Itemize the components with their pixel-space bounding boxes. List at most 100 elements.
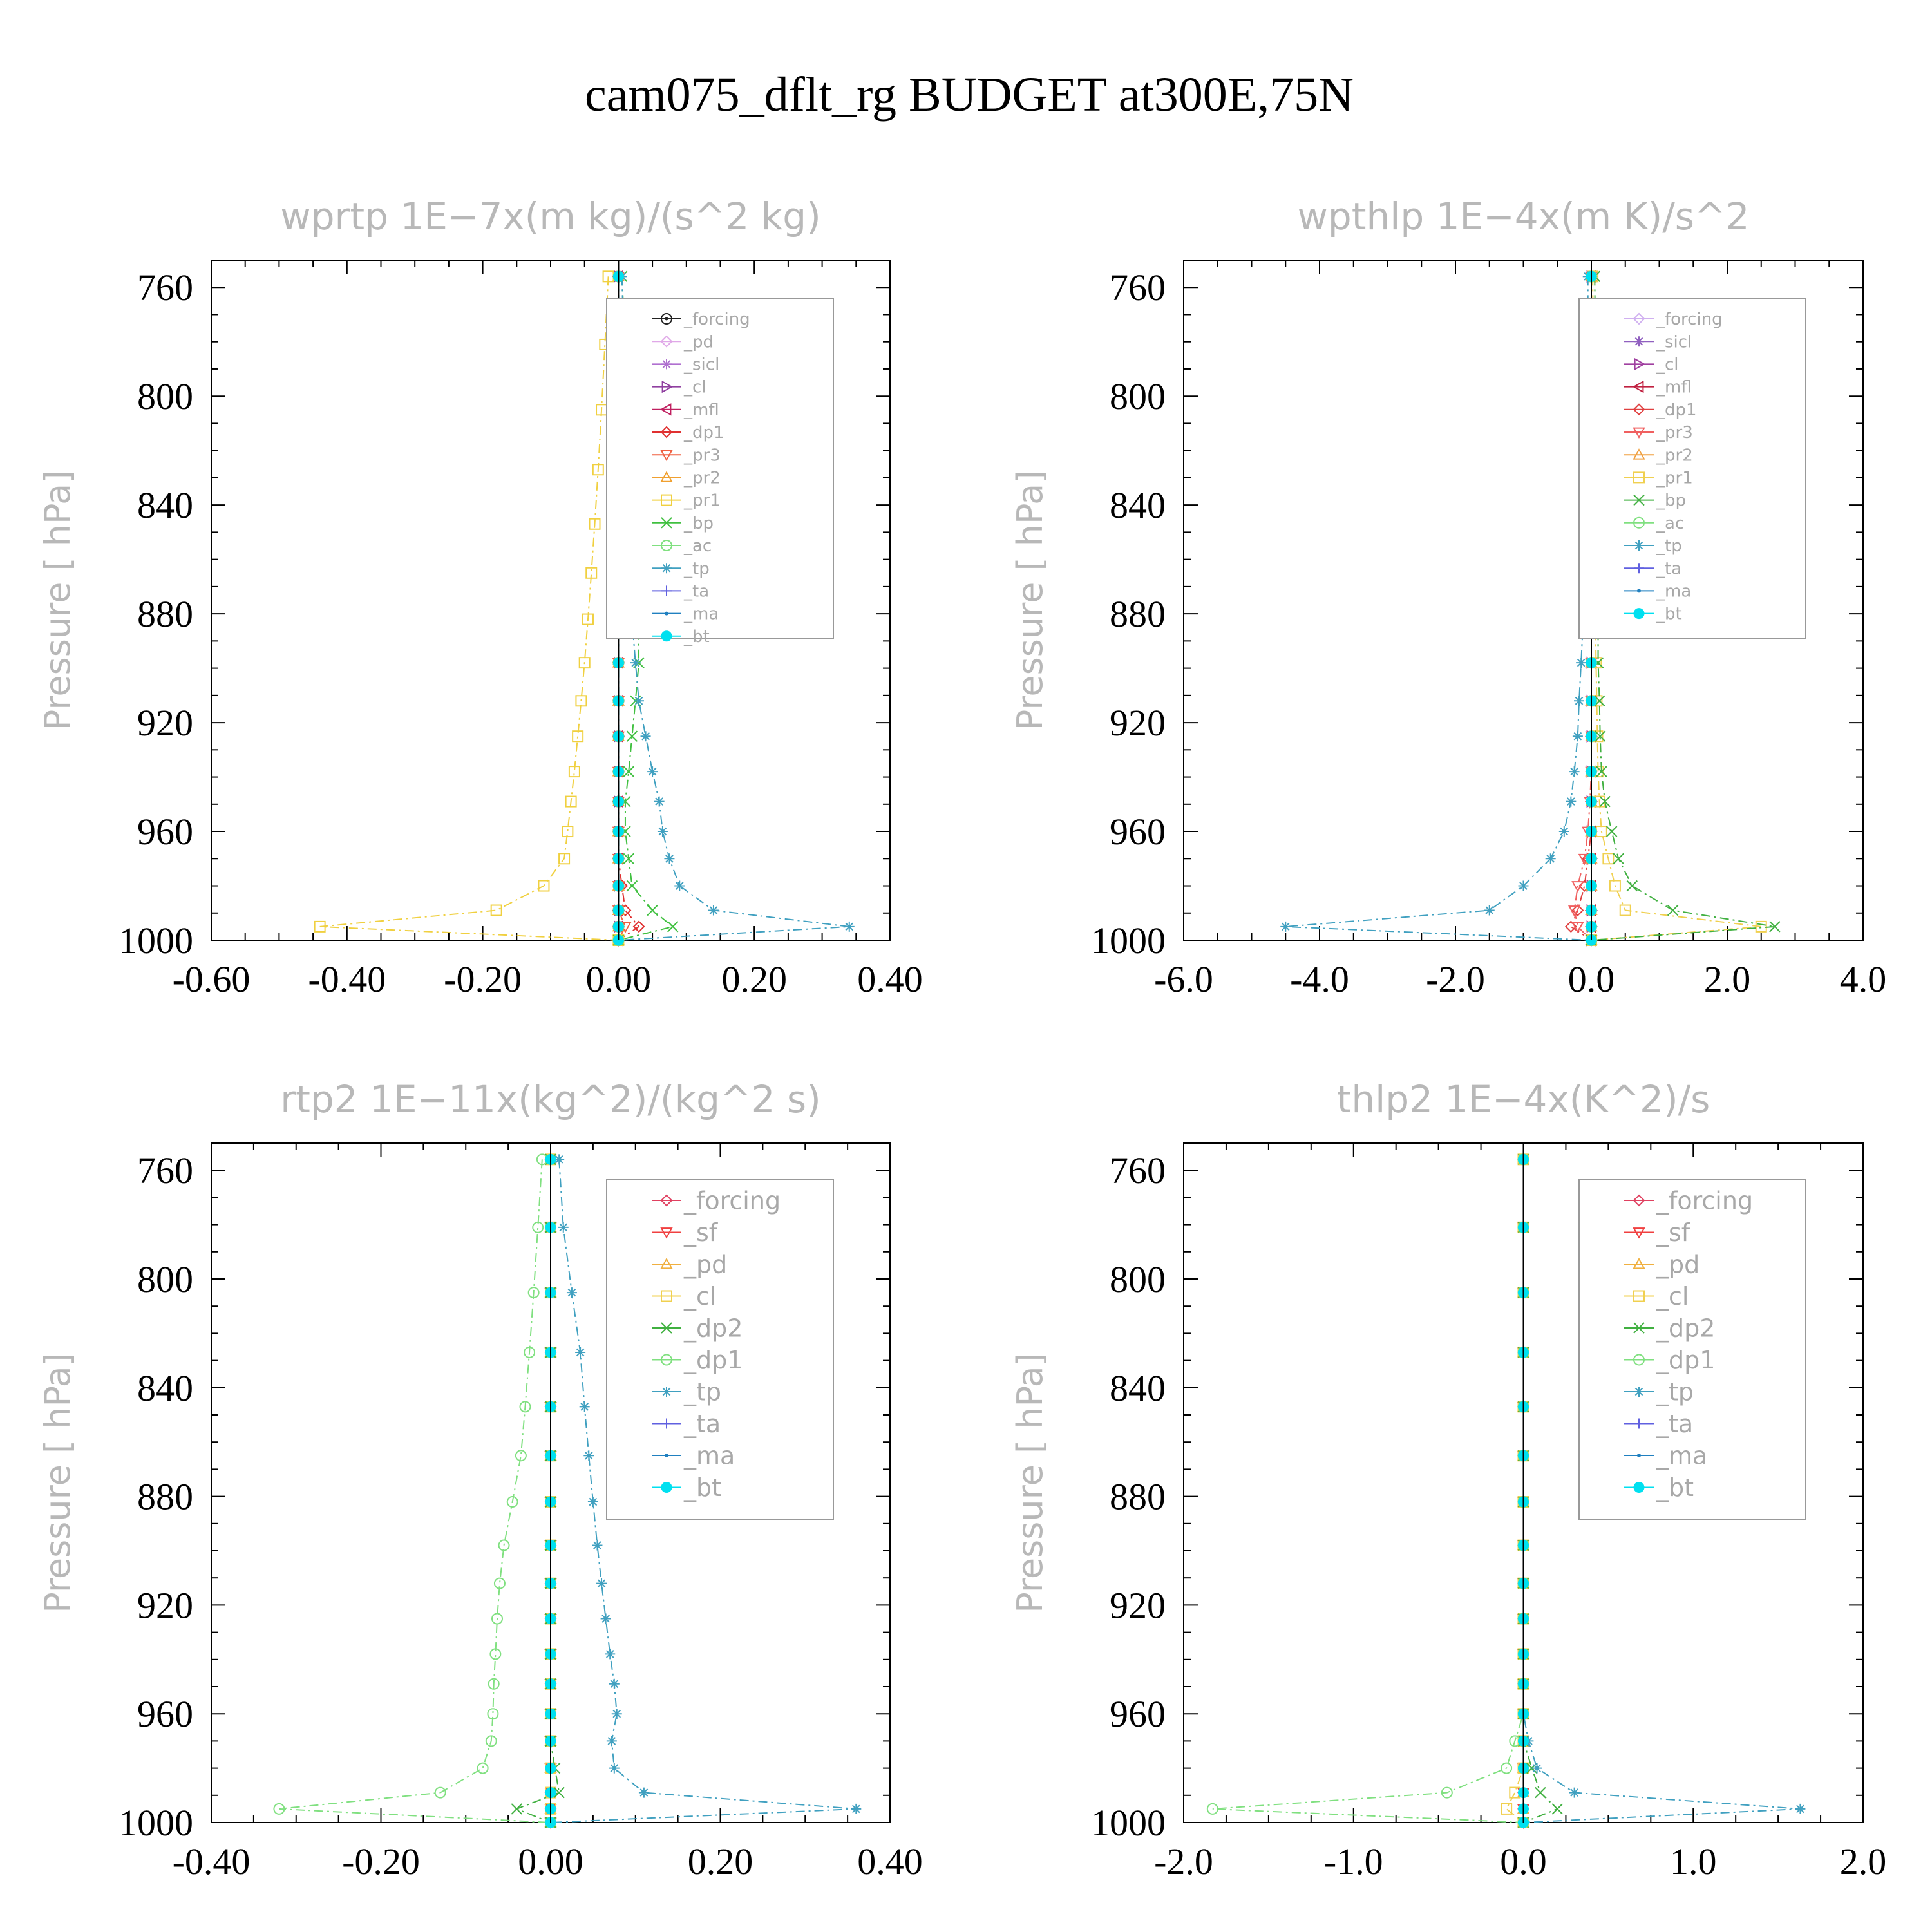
legend-label: _cl	[683, 1282, 716, 1311]
data-point	[1613, 853, 1624, 864]
data-point	[1609, 880, 1621, 892]
data-point	[1206, 1803, 1218, 1815]
data-point	[578, 657, 591, 669]
data-point	[605, 1649, 616, 1660]
legend-entry: _pd	[1624, 1250, 1700, 1278]
legend-entry: _ta	[652, 1410, 721, 1438]
legend-label: _bp	[1656, 491, 1686, 511]
legend-label: _forcing	[683, 1186, 781, 1215]
legend-marker	[661, 1387, 672, 1397]
x-tick-label: 2.0	[1840, 1841, 1887, 1882]
data-point	[587, 1497, 598, 1508]
y-tick-label: 840	[137, 1367, 193, 1409]
legend-marker	[659, 403, 672, 416]
x-tick-label: -0.60	[173, 958, 251, 1000]
data-point	[511, 1803, 523, 1815]
legend-marker	[661, 313, 672, 325]
data-point	[1769, 921, 1781, 933]
y-tick-label: 960	[137, 1693, 193, 1735]
data-point	[558, 1222, 569, 1233]
data-point	[1545, 853, 1556, 864]
y-tick-label: 1000	[1091, 920, 1166, 961]
y-tick-label: 1000	[118, 920, 193, 961]
data-point	[647, 766, 658, 777]
data-point	[1571, 922, 1584, 933]
legend-label: _ta	[1656, 559, 1681, 578]
data-point	[527, 1287, 540, 1299]
legend-marker	[660, 1194, 673, 1207]
panel-title: wprtp 1E−7x(m kg)/(s^2 kg)	[280, 194, 820, 238]
legend-label: _ta	[683, 1410, 721, 1438]
y-tick-label: 1000	[118, 1802, 193, 1844]
data-point	[434, 1786, 446, 1799]
y-tick-label: 880	[1110, 593, 1166, 635]
legend-entry: _forcing	[652, 310, 750, 329]
legend-label: _mfl	[1656, 378, 1692, 397]
legend-label: _bp	[683, 514, 714, 533]
series-line	[1212, 1159, 1524, 1823]
data-point	[1576, 658, 1587, 668]
legend-label: _sf	[683, 1218, 719, 1247]
data-point	[1599, 795, 1611, 808]
legend-entry: _sicl	[652, 355, 719, 375]
legend-box	[1578, 298, 1806, 639]
data-point	[1596, 766, 1607, 777]
legend-marker	[661, 1322, 672, 1334]
x-tick-label: 2.0	[1704, 958, 1751, 1000]
data-point	[600, 1613, 611, 1624]
y-ticks	[1183, 260, 1864, 941]
legend-marker	[660, 426, 673, 439]
legend-entry: _bp	[652, 514, 714, 533]
legend-entry: _ma	[652, 605, 719, 624]
data-point	[566, 1287, 577, 1298]
legend-label: _pr1	[1656, 469, 1693, 488]
legend-entry: _sf	[652, 1218, 719, 1247]
data-point	[1518, 880, 1529, 891]
data-point	[630, 658, 641, 668]
legend-entry: _cl	[1624, 355, 1679, 375]
y-tick-label: 800	[137, 1258, 193, 1300]
legend-marker	[1634, 1387, 1644, 1397]
legend-marker	[1633, 1227, 1645, 1239]
data-point	[1441, 1786, 1453, 1799]
data-point	[579, 1401, 590, 1412]
legend-marker	[1637, 1454, 1641, 1457]
legend-marker	[1633, 1257, 1645, 1269]
y-tick-label: 880	[137, 1476, 193, 1518]
legend-label: _tp	[1656, 536, 1682, 556]
data-point	[506, 1496, 518, 1508]
data-point	[487, 1708, 499, 1720]
legend-marker	[1633, 516, 1645, 529]
legend-label: _dp2	[683, 1314, 743, 1342]
legend-label: _bt	[1656, 605, 1682, 624]
legend-marker	[1633, 1194, 1645, 1207]
x-tick-label: -0.20	[342, 1841, 420, 1882]
legend-label: _pr2	[683, 469, 721, 488]
data-point	[491, 1613, 503, 1625]
legend-marker	[661, 1354, 672, 1366]
legend-entry: _dp1	[1624, 401, 1697, 420]
x-tick-label: 4.0	[1840, 958, 1887, 1000]
series-dp2	[1517, 1153, 1563, 1828]
data-point	[589, 518, 601, 530]
legend-entry: _cl	[652, 1282, 716, 1311]
legend-marker	[660, 1227, 673, 1239]
legend-entry: _tp	[1624, 1378, 1694, 1406]
legend-label: _forcing	[1656, 310, 1723, 329]
legend-entry: _bt	[652, 1473, 721, 1502]
series-dp1	[273, 1153, 556, 1828]
legend-label: _cl	[1656, 1282, 1689, 1311]
panel-4: thlp2 1E−4x(K^2)/s Pressure [ hPa] 760 800 8…	[1010, 1077, 1886, 1882]
data-point	[596, 1578, 607, 1589]
legend-marker	[1637, 589, 1641, 593]
data-point	[632, 920, 645, 933]
y-tick-label: 960	[137, 811, 193, 853]
y-tick-label: 760	[137, 1150, 193, 1191]
series-dp2	[511, 1153, 565, 1828]
legend-entry: _bp	[1624, 491, 1686, 511]
legend-label: _pd	[1656, 1250, 1700, 1278]
legend-entry: _cl	[1624, 1282, 1689, 1311]
x-tick-label: 0.00	[518, 1841, 583, 1882]
legend-marker	[1633, 471, 1645, 484]
data-point	[568, 766, 580, 778]
